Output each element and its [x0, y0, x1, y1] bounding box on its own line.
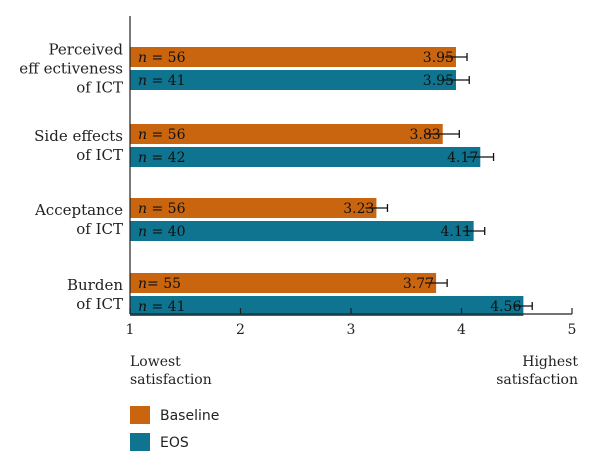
value-label: 3.23 [343, 201, 374, 217]
value-label: 3.95 [423, 50, 454, 66]
category-label: eff ectiveness [19, 60, 123, 78]
bar-eos [130, 70, 456, 90]
bar-eos [130, 221, 474, 241]
category-label: of ICT [76, 79, 123, 97]
n-label: n = 56 [138, 50, 186, 66]
bar-eos [130, 147, 481, 167]
x-tick-label: 1 [126, 322, 135, 338]
n-label: n = 56 [138, 127, 186, 143]
bar-baseline [130, 47, 456, 67]
value-label: 3.95 [423, 73, 454, 89]
n-label: n = 41 [138, 299, 185, 315]
n-label: n = 42 [138, 150, 185, 166]
highest-note: Highest [522, 354, 578, 370]
x-tick-label: 3 [347, 322, 356, 338]
n-label: n = 41 [138, 73, 185, 89]
value-label: 4.17 [447, 150, 478, 166]
x-tick-label: 4 [457, 322, 466, 338]
category-label: of ICT [76, 146, 123, 164]
bars: 3.95 n = 56 3.83 n = 56 3.23 n = 56 3.77 n= 55 3… [130, 47, 533, 316]
legend: Baseline EOS [130, 406, 219, 451]
category-label: of ICT [76, 220, 123, 238]
bar-baseline [130, 273, 437, 293]
bar-baseline [130, 124, 443, 144]
lowest-note: satisfaction [130, 372, 212, 388]
legend-swatch [130, 406, 150, 424]
category-label: Side effects [34, 127, 123, 145]
bar-baseline [130, 198, 377, 218]
lowest-note: Lowest [130, 354, 181, 370]
value-label: 4.11 [440, 224, 471, 240]
legend-swatch [130, 433, 150, 451]
n-label: n= 55 [138, 276, 181, 292]
category-label: Perceived [49, 41, 124, 59]
axis-notes: Lowest satisfaction Highest satisfaction [130, 354, 578, 388]
x-axis: 1 2 3 4 5 [126, 16, 577, 338]
legend-label: Baseline [160, 408, 219, 424]
n-label: n = 40 [138, 224, 185, 240]
highest-note: satisfaction [496, 372, 578, 388]
n-label: n = 56 [138, 201, 186, 217]
category-label: of ICT [76, 295, 123, 313]
value-label: 3.83 [410, 127, 441, 143]
x-tick-label: 2 [236, 322, 245, 338]
value-label: 3.77 [403, 276, 434, 292]
x-tick-label: 5 [568, 322, 577, 338]
value-label: 4.56 [490, 299, 521, 315]
legend-label: EOS [160, 435, 189, 451]
bar-eos [130, 296, 524, 316]
category-label: Acceptance [34, 201, 123, 219]
category-label: Burden [67, 276, 123, 294]
